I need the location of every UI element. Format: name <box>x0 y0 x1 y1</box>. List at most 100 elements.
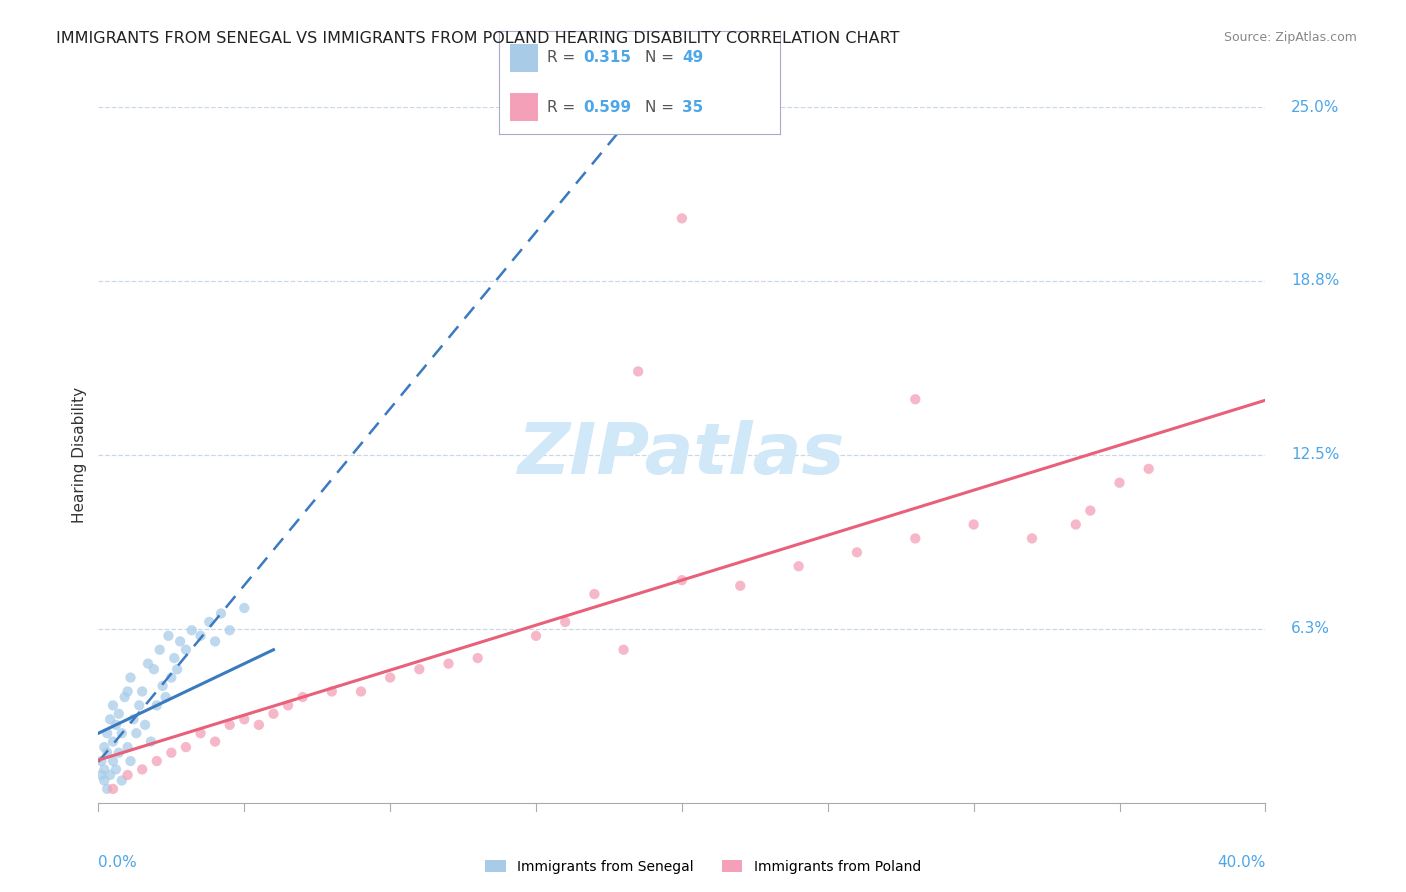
Point <box>1137 462 1160 476</box>
Point <box>350 684 373 698</box>
Point <box>155 690 177 704</box>
Text: IMMIGRANTS FROM SENEGAL VS IMMIGRANTS FROM POLAND HEARING DISABILITY CORRELATION: IMMIGRANTS FROM SENEGAL VS IMMIGRANTS FR… <box>56 31 900 46</box>
Point <box>149 642 172 657</box>
Point <box>277 698 299 713</box>
Point <box>96 781 118 796</box>
Text: 6.3%: 6.3% <box>1291 622 1330 636</box>
Text: 35: 35 <box>682 100 703 115</box>
Point <box>128 698 150 713</box>
Point <box>96 726 118 740</box>
Y-axis label: Hearing Disability: Hearing Disability <box>72 387 87 523</box>
Point <box>101 698 124 713</box>
Point <box>111 726 134 740</box>
Point <box>612 642 634 657</box>
Point <box>122 712 145 726</box>
Point <box>101 734 124 748</box>
Point <box>845 545 868 559</box>
Point <box>218 718 240 732</box>
Point <box>321 684 343 698</box>
Point <box>146 698 169 713</box>
Point <box>104 718 127 732</box>
Point <box>108 746 131 760</box>
Point <box>114 690 136 704</box>
Point <box>524 629 547 643</box>
Point <box>1080 503 1102 517</box>
Text: Source: ZipAtlas.com: Source: ZipAtlas.com <box>1223 31 1357 45</box>
Point <box>262 706 284 721</box>
Point <box>136 657 159 671</box>
Point <box>378 671 402 685</box>
Point <box>108 706 131 721</box>
Point <box>291 690 314 704</box>
Point <box>139 734 162 748</box>
Point <box>93 740 115 755</box>
Point <box>204 634 226 648</box>
Point <box>174 740 197 755</box>
Point <box>1064 517 1087 532</box>
Point <box>117 768 139 782</box>
Point <box>160 671 183 685</box>
Point <box>104 763 127 777</box>
Point <box>190 726 212 740</box>
Point <box>163 651 186 665</box>
Text: 25.0%: 25.0% <box>1291 100 1340 114</box>
Point <box>117 740 139 755</box>
Text: 18.8%: 18.8% <box>1291 274 1340 288</box>
Point <box>125 726 148 740</box>
Point <box>166 662 188 676</box>
Point <box>233 601 256 615</box>
Point <box>1108 475 1130 490</box>
Point <box>190 629 212 643</box>
Point <box>142 662 165 676</box>
Point <box>111 773 134 788</box>
Point <box>98 768 121 782</box>
Point <box>101 781 124 796</box>
Point <box>169 634 191 648</box>
Point <box>554 615 576 629</box>
Point <box>160 746 183 760</box>
Point <box>904 532 927 546</box>
Point <box>96 746 118 760</box>
Bar <box>510 93 538 121</box>
Point <box>671 211 693 226</box>
Point <box>101 754 124 768</box>
Point <box>627 364 650 378</box>
Point <box>583 587 606 601</box>
Legend: Immigrants from Senegal, Immigrants from Poland: Immigrants from Senegal, Immigrants from… <box>478 853 928 880</box>
Text: 0.599: 0.599 <box>583 100 631 115</box>
Text: ZIPatlas: ZIPatlas <box>519 420 845 490</box>
Bar <box>510 44 538 72</box>
Point <box>233 712 256 726</box>
Point <box>671 573 693 587</box>
Point <box>728 579 751 593</box>
Point <box>90 754 112 768</box>
Text: 0.315: 0.315 <box>583 50 631 65</box>
Text: R =: R = <box>547 100 581 115</box>
Point <box>117 684 139 698</box>
Text: 0.0%: 0.0% <box>98 855 138 870</box>
Point <box>120 671 142 685</box>
Point <box>157 629 180 643</box>
Point <box>174 642 197 657</box>
Point <box>218 624 240 638</box>
Text: 49: 49 <box>682 50 703 65</box>
Point <box>93 763 115 777</box>
Point <box>904 392 927 407</box>
Text: 40.0%: 40.0% <box>1218 855 1265 870</box>
Point <box>467 651 489 665</box>
Point <box>787 559 810 574</box>
Point <box>180 624 202 638</box>
Point <box>146 754 169 768</box>
Point <box>198 615 221 629</box>
Point <box>437 657 460 671</box>
Point <box>209 607 232 621</box>
Point <box>131 763 153 777</box>
Point <box>408 662 430 676</box>
Point <box>134 718 156 732</box>
Text: 12.5%: 12.5% <box>1291 448 1340 462</box>
Point <box>1021 532 1043 546</box>
Point <box>120 754 142 768</box>
Text: N =: N = <box>645 50 679 65</box>
Point <box>247 718 270 732</box>
Point <box>98 712 121 726</box>
